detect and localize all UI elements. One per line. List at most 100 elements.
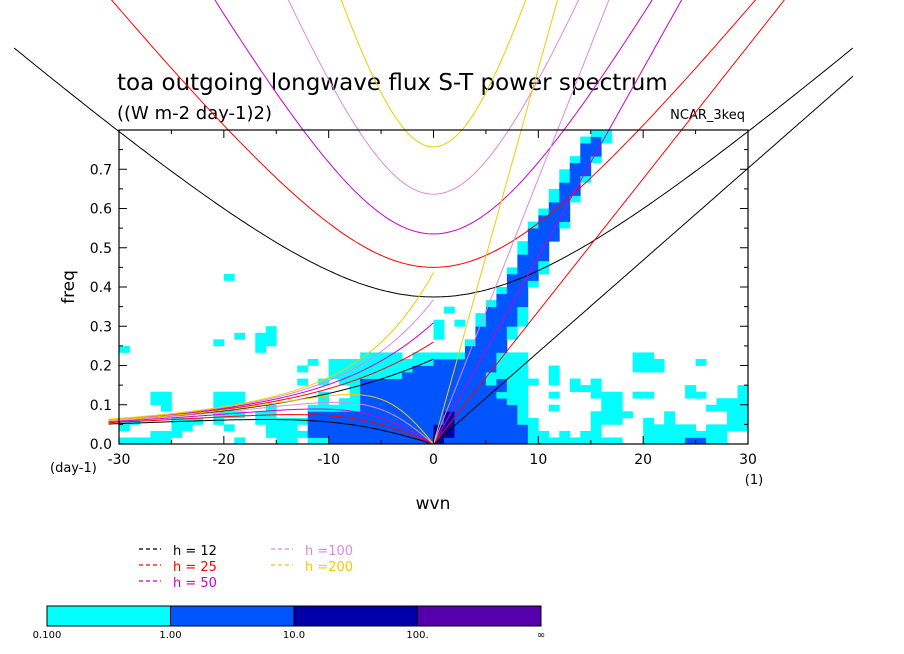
x-tick-label: -10: [317, 452, 340, 468]
contour-cell: [160, 404, 172, 412]
contour-cell: [412, 352, 424, 360]
contour-cell: [485, 332, 497, 340]
contour-cell: [370, 365, 382, 373]
contour-cell: [391, 398, 403, 406]
x-tick-label: -20: [212, 452, 235, 468]
contour-cell: [590, 385, 602, 393]
contour-cell: [433, 372, 445, 379]
kelvin-curve: [433, 75, 854, 445]
contour-cell: [548, 228, 560, 236]
contour-cell: [506, 358, 518, 366]
contour-cell: [685, 385, 696, 393]
contour-cell: [737, 411, 748, 419]
contour-cell: [370, 378, 382, 386]
contour-cell: [485, 319, 497, 327]
contour-cell: [496, 385, 508, 393]
contour-cell: [433, 326, 445, 334]
contour-cell: [339, 378, 351, 386]
contour-cell: [328, 365, 340, 373]
contour-cell: [590, 136, 602, 144]
contour-cell: [496, 352, 508, 360]
contour-cell: [485, 430, 497, 438]
contour-cell: [548, 378, 560, 386]
contour-cell: [506, 424, 518, 432]
contour-cell: [464, 372, 476, 379]
contour-cell: [307, 437, 319, 444]
contour-cell: [517, 300, 529, 308]
contour-cell: [423, 424, 434, 432]
contour-cell: [569, 385, 581, 393]
contour-cell: [464, 378, 476, 386]
contour-cell: [402, 424, 413, 432]
contour-cell: [360, 424, 371, 432]
contour-cell: [443, 372, 455, 379]
contour-cell: [538, 260, 550, 268]
colorbar-segment: [170, 605, 295, 627]
contour-cell: [464, 358, 476, 366]
contour-cell: [307, 358, 319, 366]
contour-cell: [475, 417, 487, 425]
contour-cell: [119, 437, 130, 444]
contour-cell: [423, 378, 434, 386]
contour-cell: [412, 424, 424, 432]
contour-cell: [433, 404, 445, 412]
contour-cell: [485, 437, 497, 444]
contour-cell: [349, 372, 361, 379]
contour-cell: [737, 424, 748, 432]
contour-cell: [475, 339, 487, 347]
contour-cell: [643, 417, 655, 425]
contour-cell: [538, 234, 550, 242]
contour-cell: [590, 424, 602, 432]
contour-cell: [412, 391, 424, 399]
contour-cell: [360, 411, 371, 419]
contour-cell: [119, 424, 130, 432]
y-axis-unit: (day-1): [50, 461, 97, 476]
contour-cell: [569, 162, 581, 170]
contour-cell: [622, 411, 634, 419]
contour-cell: [412, 358, 424, 366]
contour-cell: [716, 398, 728, 406]
contour-cell: [286, 417, 298, 425]
contour-cell: [664, 411, 676, 419]
contour-cell: [506, 352, 518, 360]
contour-cell: [590, 417, 602, 425]
contour-cell: [402, 378, 413, 386]
contour-cell: [611, 411, 623, 419]
contour-cell: [559, 182, 571, 190]
contour-cell: [454, 391, 466, 399]
legend-label: h =200: [305, 560, 353, 575]
contour-cell: [391, 404, 403, 412]
rossby-curve: [108, 401, 434, 445]
contour-cell: [433, 417, 445, 425]
contour-cell: [527, 437, 539, 444]
contour-cell: [213, 391, 225, 399]
contour-cell: [339, 424, 351, 432]
contour-cell: [381, 404, 392, 412]
contour-cell: [559, 195, 571, 203]
contour-cell: [485, 385, 497, 393]
contour-cell: [737, 385, 748, 393]
contour-cell: [496, 339, 508, 347]
y-tick-label: 0.2: [90, 359, 112, 375]
contour-cell: [548, 404, 560, 412]
contour-cell: [423, 398, 434, 406]
contour-cell: [328, 358, 340, 366]
contour-cell: [590, 430, 602, 438]
contour-cell: [517, 358, 529, 366]
contour-cell: [517, 267, 529, 275]
contour-cell: [548, 372, 560, 379]
inertio-gravity-curve: [287, 0, 580, 195]
contour-cell: [265, 430, 277, 438]
contour-cell: [695, 430, 707, 438]
contour-cell: [349, 437, 361, 444]
contour-cell: [464, 339, 476, 347]
colorbar-label: 100.: [406, 630, 428, 641]
inertio-gravity-curve: [110, 0, 757, 268]
contour-cell: [454, 437, 466, 444]
contour-cell: [360, 398, 371, 406]
y-tick-label: 0.4: [90, 280, 112, 296]
contour-cell: [370, 352, 382, 360]
contour-cell: [370, 385, 382, 393]
contour-cell: [454, 404, 466, 412]
contour-cell: [695, 391, 707, 399]
